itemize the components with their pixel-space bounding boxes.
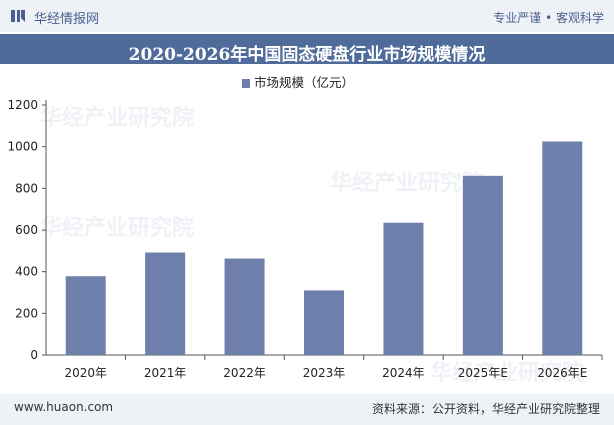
- y-tick-label: 1200: [7, 98, 38, 112]
- y-tick-label: 1000: [7, 140, 38, 154]
- y-tick-label: 400: [15, 265, 38, 279]
- brand-name: 华经情报网: [34, 12, 100, 27]
- huajing-logo-icon: [11, 10, 25, 22]
- y-tick-label: 200: [15, 306, 38, 320]
- legend-label: 市场规模（亿元）: [254, 75, 355, 90]
- x-tick-label: 2021年: [144, 366, 187, 380]
- chart-title: 2020-2026年中国固态硬盘行业市场规模情况: [128, 45, 486, 65]
- y-tick-label: 0: [30, 348, 38, 362]
- footer-bar: [0, 394, 614, 425]
- x-tick-label: 2026年E: [537, 366, 587, 380]
- legend: 市场规模（亿元）: [242, 72, 354, 91]
- tagline: 专业严谨 • 客观科学: [493, 11, 604, 25]
- bar: [304, 290, 344, 355]
- bar: [224, 258, 265, 355]
- bar: [542, 141, 583, 355]
- footer-site: www.huaon.com: [14, 400, 114, 414]
- bar: [462, 175, 503, 355]
- x-tick-label: 2020年: [64, 366, 107, 380]
- bar: [383, 222, 424, 355]
- y-tick-label: 600: [15, 223, 38, 237]
- x-tick-label: 2023年: [303, 366, 346, 380]
- top-bar: [0, 0, 614, 32]
- x-tick-label: 2022年: [223, 366, 266, 380]
- bar: [145, 252, 186, 355]
- legend-swatch: [242, 79, 250, 88]
- x-tick-label: 2024年: [382, 366, 425, 380]
- x-tick-label: 2025年E: [458, 366, 508, 380]
- footer-source: 资料来源：公开资料，华经产业研究院整理: [371, 402, 600, 416]
- y-tick-label: 800: [15, 181, 38, 195]
- title-bar: [0, 34, 614, 64]
- bar: [65, 276, 106, 355]
